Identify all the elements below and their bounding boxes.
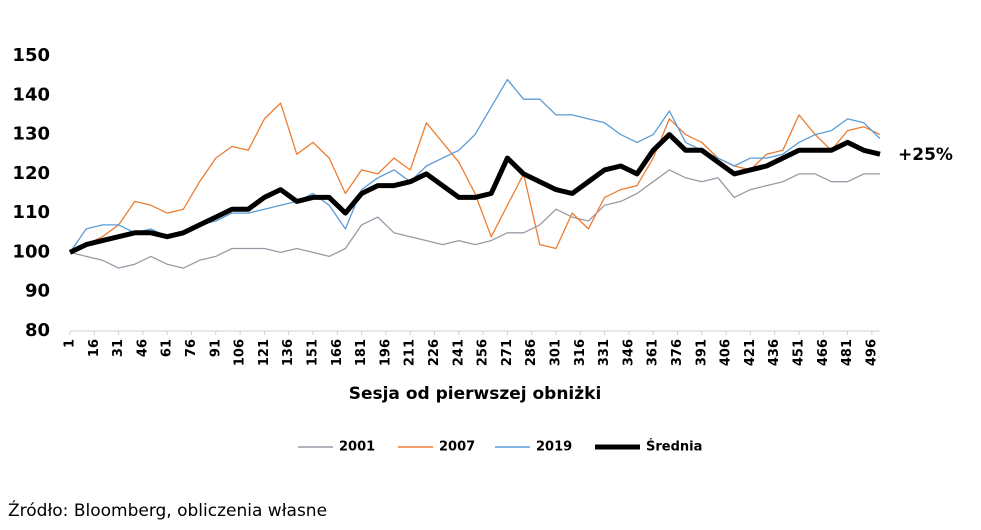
x-tick-label: 226 (427, 339, 442, 366)
legend-label: Średnia (646, 439, 702, 455)
y-tick-label: 120 (12, 163, 50, 184)
y-tick-label: 150 (12, 45, 50, 66)
x-tick-label: 346 (621, 339, 636, 366)
x-tick-label: 466 (816, 339, 831, 366)
x-tick-label: 211 (403, 339, 418, 366)
x-tick-label: 481 (840, 339, 855, 366)
x-tick-label: 151 (306, 339, 321, 366)
x-tick-label: 181 (354, 339, 369, 366)
series-line (69, 169, 880, 269)
series-line (68, 132, 881, 255)
legend-label: 2007 (439, 440, 475, 455)
y-tick-label: 130 (12, 124, 50, 145)
x-tick-label: 451 (792, 339, 807, 366)
x-tick-label: 91 (208, 339, 223, 357)
x-tick-label: 136 (281, 339, 296, 366)
y-tick-label: 90 (25, 281, 50, 302)
x-tick-label: 301 (549, 339, 564, 366)
x-tick-label: 271 (500, 339, 515, 366)
x-tick-label: 331 (597, 339, 612, 366)
x-tick-label: 1 (63, 339, 78, 348)
x-tick-label: 256 (476, 339, 491, 366)
y-tick-label: 100 (12, 241, 50, 262)
x-tick-label: 46 (135, 339, 150, 357)
x-tick-label: 76 (184, 339, 199, 357)
x-tick-label: 436 (767, 339, 782, 366)
x-tick-label: 196 (378, 339, 393, 366)
x-tick-label: 406 (719, 339, 734, 366)
source: Źródło: Bloomberg, obliczenia własne (8, 499, 327, 521)
y-tick-label: 140 (12, 84, 50, 105)
x-tick-label: 286 (524, 339, 539, 366)
x-axis-title: Sesja od pierwszej obniżki (349, 384, 602, 404)
annotation: +25% (898, 145, 953, 165)
x-tick-label: 376 (670, 339, 685, 366)
x-tick-label: 316 (573, 339, 588, 366)
x-tick-label: 166 (330, 339, 345, 366)
x-tick-label: 391 (694, 339, 709, 366)
y-tick-label: 110 (12, 202, 50, 223)
x-tick-label: 496 (864, 339, 879, 366)
legend-label: 2001 (339, 440, 375, 455)
legend-label: 2019 (536, 440, 572, 455)
x-tick-label: 61 (160, 339, 175, 357)
series-line (69, 102, 881, 253)
y-tick-label: 80 (25, 320, 50, 341)
x-tick-label: 106 (233, 339, 248, 366)
x-tick-label: 241 (451, 339, 466, 366)
x-tick-label: 361 (646, 339, 661, 366)
x-tick-label: 16 (87, 339, 102, 357)
x-tick-label: 421 (743, 339, 758, 366)
x-tick-label: 31 (111, 339, 126, 357)
x-tick-label: 121 (257, 339, 272, 366)
